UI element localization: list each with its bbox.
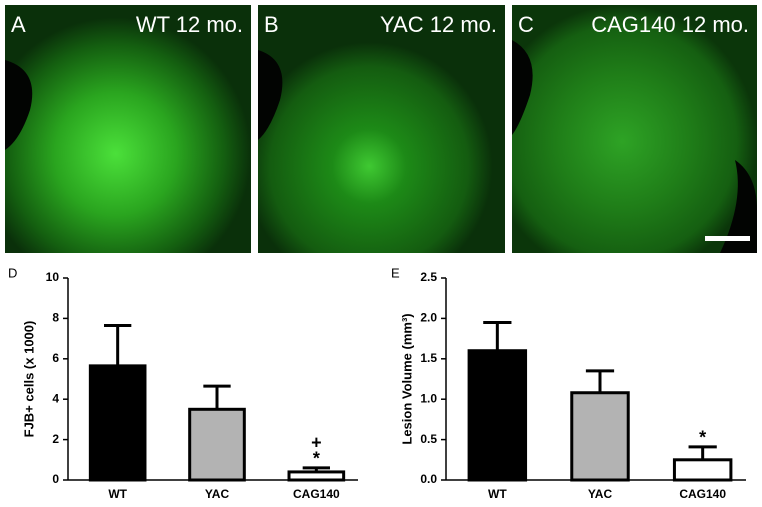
ventricle — [5, 60, 33, 150]
panel-letter: C — [518, 12, 534, 37]
x-tick-label: YAC — [588, 487, 613, 501]
y-tick-label: 2.0 — [420, 311, 437, 325]
y-tick-label: 2.5 — [420, 270, 437, 284]
significance-mark: + — [311, 433, 322, 453]
significance-mark: * — [313, 449, 320, 469]
y-tick-label: 10 — [46, 270, 60, 284]
ventricle — [512, 40, 533, 135]
y-tick-label: 2 — [52, 432, 59, 446]
bar — [188, 407, 246, 482]
panel-letter: D — [8, 265, 17, 280]
panel-letter: B — [264, 12, 279, 37]
y-tick-label: 1.5 — [420, 351, 437, 365]
panel-label: WT 12 mo. — [136, 12, 243, 37]
panel-letter: A — [11, 12, 26, 37]
y-tick-label: 1.0 — [420, 391, 437, 405]
panel-label: YAC 12 mo. — [380, 12, 497, 37]
panel-letter: E — [391, 265, 400, 280]
bar — [570, 391, 630, 482]
bar — [88, 364, 147, 482]
scale-bar — [705, 236, 750, 241]
panel-label: CAG140 12 mo. — [591, 12, 749, 37]
micrograph — [5, 5, 251, 253]
x-tick-label: WT — [108, 487, 127, 501]
x-tick-label: CAG140 — [679, 487, 726, 501]
ventricle — [258, 50, 283, 140]
x-tick-label: CAG140 — [293, 487, 340, 501]
y-tick-label: 6 — [52, 351, 59, 365]
y-axis-label: FJB+ cells (x 1000) — [21, 321, 36, 438]
background — [720, 160, 757, 253]
y-tick-label: 4 — [52, 391, 59, 405]
micrograph — [512, 5, 757, 253]
y-tick-label: 0.0 — [420, 472, 437, 486]
y-tick-label: 0.5 — [420, 432, 437, 446]
y-axis-label: Lesion Volume (mm³) — [399, 313, 414, 444]
y-tick-label: 0 — [52, 472, 59, 486]
bar — [672, 458, 733, 482]
micrograph — [258, 5, 505, 253]
bar — [287, 470, 346, 482]
bar — [467, 349, 528, 482]
significance-mark: * — [699, 428, 706, 448]
x-tick-label: WT — [488, 487, 507, 501]
y-tick-label: 8 — [52, 311, 59, 325]
x-tick-label: YAC — [205, 487, 230, 501]
